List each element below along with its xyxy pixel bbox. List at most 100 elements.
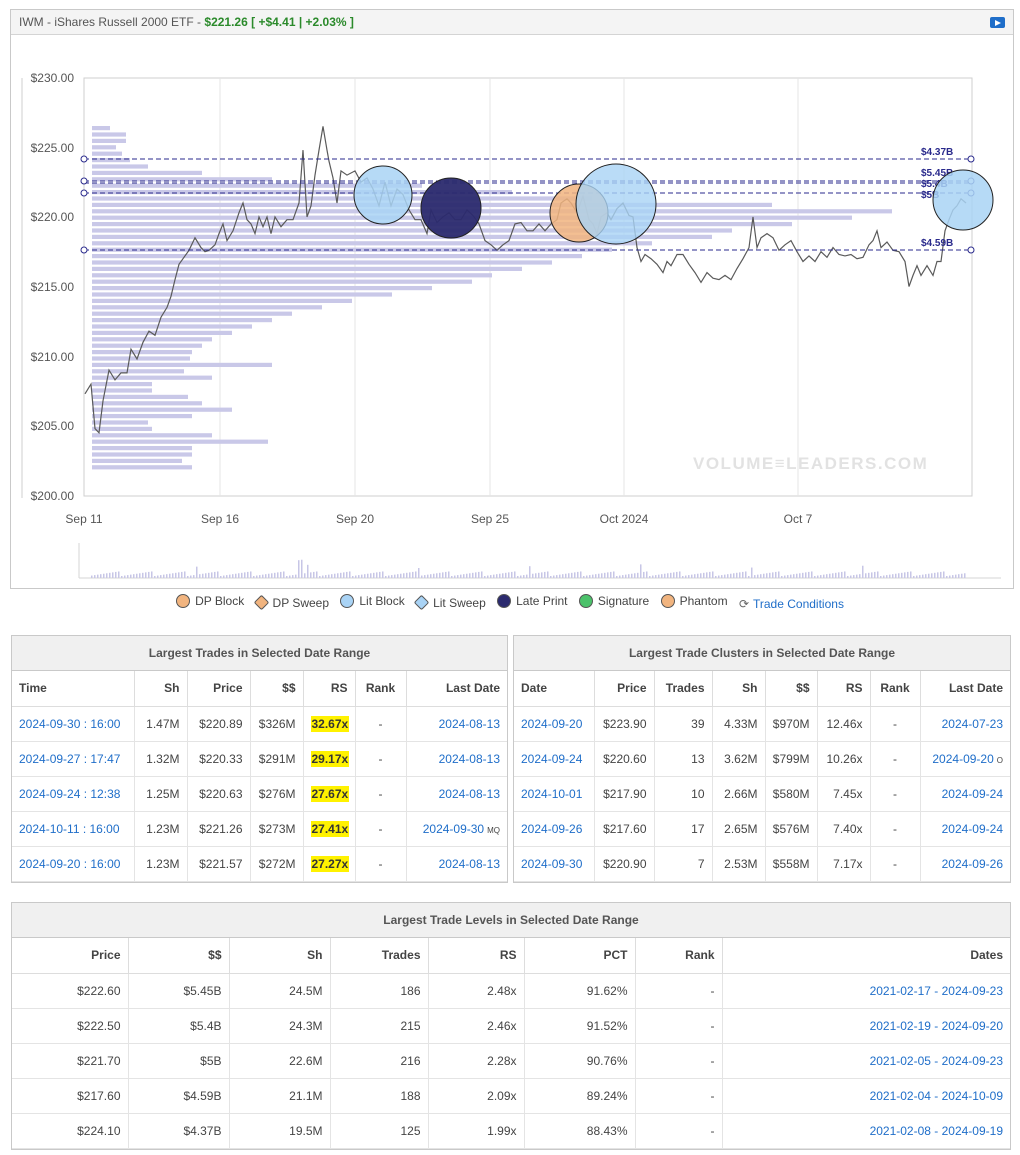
col-header[interactable]: Rank xyxy=(634,938,723,974)
volume-profile-bar xyxy=(92,350,192,355)
lit-block-bubble[interactable] xyxy=(575,163,657,245)
col-header[interactable]: Price xyxy=(593,671,655,707)
col-header[interactable]: Sh xyxy=(228,938,331,974)
navigator-bar xyxy=(304,573,306,578)
col-header[interactable]: $$ xyxy=(127,938,230,974)
col-header[interactable]: Trades xyxy=(329,938,429,974)
level-handle[interactable] xyxy=(80,189,88,197)
late-print-bubble[interactable] xyxy=(420,177,482,239)
navigator-bar xyxy=(694,574,696,578)
last-date-link[interactable]: 2024-09-24 xyxy=(941,821,1003,836)
legend-phantom[interactable]: Phantom xyxy=(660,594,728,608)
last-date-link[interactable]: 2024-09-26 xyxy=(941,856,1003,871)
trade-time-link[interactable]: 2024-09-30 : 16:00 xyxy=(19,716,121,731)
trade-time-link[interactable]: 2024-09-27 : 17:47 xyxy=(19,751,121,766)
col-header[interactable]: Trades xyxy=(653,671,713,707)
legend-label: Lit Sweep xyxy=(433,595,486,610)
cluster-date-link[interactable]: 2024-09-26 xyxy=(521,821,583,836)
navigator-bar xyxy=(448,571,450,578)
cell: 1.32M xyxy=(133,740,188,777)
cell: 2.46x xyxy=(427,1007,525,1044)
date-range-link[interactable]: 2021-02-19 - 2024-09-20 xyxy=(869,1018,1003,1033)
navigator-bar xyxy=(718,575,720,578)
navigator-bar xyxy=(502,573,504,578)
legend-lit-sweep[interactable]: Lit Sweep xyxy=(413,594,486,611)
last-date-link[interactable]: 2024-08-13 xyxy=(438,786,500,801)
legend-dp-sweep[interactable]: DP Sweep xyxy=(253,594,329,611)
navigator-bar xyxy=(109,572,111,578)
navigator-volume[interactable] xyxy=(91,559,966,578)
date-range-link[interactable]: 2021-02-05 - 2024-09-23 xyxy=(869,1053,1003,1068)
cluster-date-link[interactable]: 2024-10-01 xyxy=(521,786,583,801)
price-chart[interactable]: $230.00 $225.00 $220.00 $215.00 $210.00 … xyxy=(11,35,1013,588)
lit-block-bubble[interactable] xyxy=(932,169,994,231)
col-header[interactable]: RS xyxy=(427,938,525,974)
youtube-icon[interactable] xyxy=(990,17,1005,28)
col-header[interactable]: RS xyxy=(816,671,871,707)
navigator-bar xyxy=(916,575,918,578)
col-header[interactable]: Date xyxy=(514,671,595,707)
col-header[interactable]: Time xyxy=(12,671,135,707)
last-date-link[interactable]: 2024-09-20 xyxy=(932,751,994,766)
level-handle[interactable] xyxy=(967,246,975,254)
volume-profile-bar xyxy=(92,362,272,367)
col-header[interactable]: $$ xyxy=(249,671,304,707)
navigator-bar xyxy=(868,572,870,578)
cell: 2.66M xyxy=(711,775,766,812)
col-header[interactable]: Last Date xyxy=(405,671,507,707)
date-range-link[interactable]: 2021-02-04 - 2024-10-09 xyxy=(869,1088,1003,1103)
col-header[interactable]: $$ xyxy=(764,671,818,707)
col-header[interactable]: Sh xyxy=(133,671,188,707)
col-header[interactable]: RS xyxy=(302,671,356,707)
last-date-link[interactable]: 2024-09-30 xyxy=(422,821,485,836)
legend-late-print[interactable]: Late Print xyxy=(497,594,568,608)
navigator-bar xyxy=(232,574,234,578)
date-range-link[interactable]: 2021-02-17 - 2024-09-23 xyxy=(869,983,1003,998)
level-handle[interactable] xyxy=(80,177,88,185)
navigator-bar xyxy=(436,573,438,578)
legend-lit-block[interactable]: Lit Block xyxy=(340,594,405,608)
last-date-link[interactable]: 2024-08-13 xyxy=(438,856,500,871)
last-date-link[interactable]: 2024-08-13 xyxy=(438,716,500,731)
date-range-link[interactable]: 2021-02-08 - 2024-09-19 xyxy=(869,1123,1003,1138)
navigator-bar xyxy=(604,572,606,578)
lit-block-bubble[interactable] xyxy=(353,165,413,225)
col-header[interactable]: Sh xyxy=(711,671,766,707)
col-header[interactable]: Rank xyxy=(354,671,407,707)
col-header[interactable]: Dates xyxy=(721,938,1010,974)
cell: $276M xyxy=(249,775,304,812)
level-handle[interactable] xyxy=(80,246,88,254)
navigator-bar xyxy=(484,576,486,578)
cluster-date-link[interactable]: 2024-09-30 xyxy=(521,856,583,871)
navigator-bar xyxy=(217,571,219,578)
cluster-date-link[interactable]: 2024-09-24 xyxy=(521,751,583,766)
col-header[interactable]: Last Date xyxy=(919,671,1010,707)
navigator-bar xyxy=(211,572,213,578)
trade-conditions-link[interactable]: ⟳ Trade Conditions xyxy=(739,597,844,611)
trade-time-link[interactable]: 2024-10-11 : 16:00 xyxy=(19,821,120,836)
cluster-date-link[interactable]: 2024-09-20 xyxy=(521,716,583,731)
level-handle[interactable] xyxy=(80,155,88,163)
legend-signature[interactable]: Signature xyxy=(578,594,649,608)
col-header[interactable]: Price xyxy=(12,938,129,974)
last-date-link[interactable]: 2024-08-13 xyxy=(438,751,500,766)
navigator-bar xyxy=(922,574,924,578)
level-handle[interactable] xyxy=(967,155,975,163)
col-header[interactable]: PCT xyxy=(523,938,636,974)
navigator-bar xyxy=(94,575,96,578)
col-header[interactable]: Price xyxy=(186,671,251,707)
navigator-bar xyxy=(628,574,630,578)
trade-time-link[interactable]: 2024-09-24 : 12:38 xyxy=(19,786,121,801)
volume-profile-bar xyxy=(92,286,432,291)
col-header[interactable]: Rank xyxy=(869,671,921,707)
cell: $4.59B xyxy=(127,1077,230,1114)
legend-dp-block[interactable]: DP Block xyxy=(176,594,244,608)
last-date-link[interactable]: 2024-07-23 xyxy=(941,716,1003,731)
navigator-bar xyxy=(526,574,528,578)
navigator-bar xyxy=(622,575,624,578)
navigator-bar xyxy=(886,575,888,578)
trade-time-link[interactable]: 2024-09-20 : 16:00 xyxy=(19,856,121,871)
navigator-bar xyxy=(262,574,264,578)
last-date-link[interactable]: 2024-09-24 xyxy=(941,786,1003,801)
navigator-bar xyxy=(811,571,813,578)
